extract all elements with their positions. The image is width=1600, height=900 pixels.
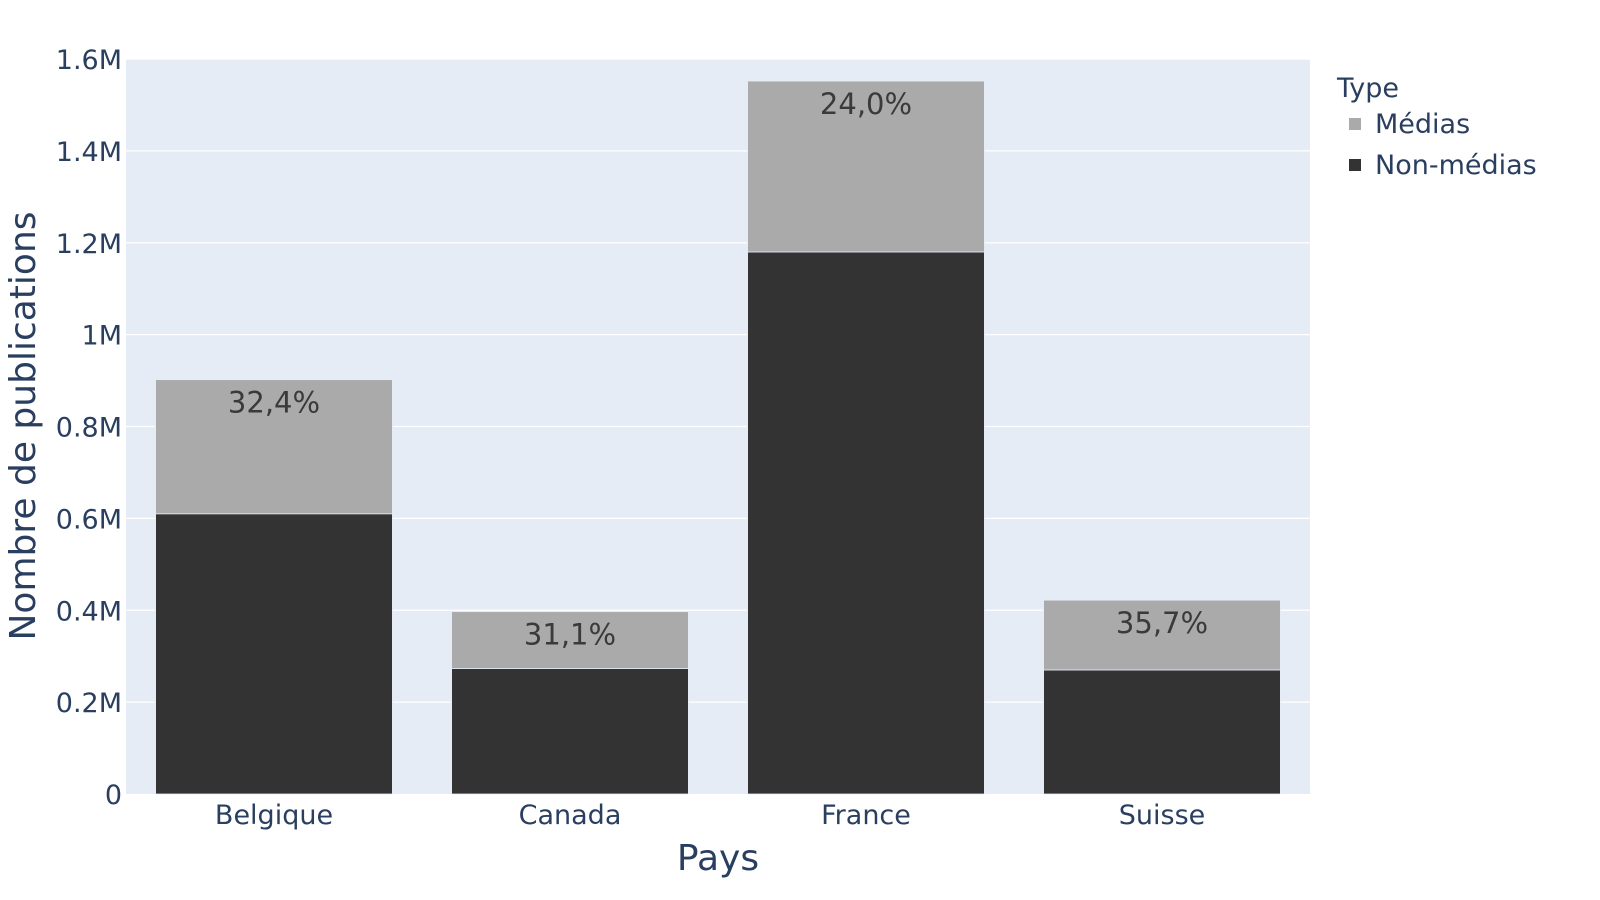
y-axis-title: Nombre de publications (3, 211, 44, 640)
bar-m-dias-belgique (155, 379, 393, 515)
y-tick-label: 0.2M (56, 688, 122, 719)
y-tick-label: 1.2M (56, 229, 122, 260)
bar-non-m-dias-france (747, 251, 985, 795)
bar-m-dias-canada (451, 611, 689, 669)
bar-non-m-dias-canada (451, 668, 689, 795)
x-axis-ticks: Belgique Canada France Suisse (215, 800, 1205, 831)
data-label: 32,4% (228, 386, 320, 420)
x-axis-title: Pays (677, 838, 759, 879)
legend-title: Type (1336, 73, 1399, 104)
y-tick-label: 0.6M (56, 504, 122, 535)
legend-items: Médias Non-médias (1349, 109, 1537, 181)
data-label: 24,0% (820, 87, 912, 121)
y-tick-label: 1.6M (56, 45, 122, 76)
x-tick-label: Canada (519, 800, 622, 831)
y-tick-label: 0 (105, 780, 122, 811)
bar-m-dias-suisse (1043, 599, 1281, 671)
y-tick-label: 1M (82, 321, 122, 352)
bar-non-m-dias-belgique (155, 513, 393, 795)
legend-label: Médias (1375, 109, 1470, 140)
y-tick-label: 0.8M (56, 413, 122, 444)
legend-swatch (1349, 159, 1361, 171)
legend-label: Non-médias (1375, 150, 1537, 181)
legend: Type Médias Non-médias (1336, 73, 1537, 181)
legend-swatch (1349, 118, 1361, 130)
x-tick-label: France (821, 800, 911, 831)
data-label: 35,7% (1116, 606, 1208, 640)
y-axis-ticks: 0 0.2M 0.4M 0.6M 0.8M 1M 1.2M 1.4M 1.6M (56, 45, 122, 811)
x-tick-label: Suisse (1119, 800, 1206, 831)
bar-m-dias-france (747, 80, 985, 253)
data-label: 31,1% (524, 618, 616, 652)
x-tick-label: Belgique (215, 800, 333, 831)
y-tick-label: 1.4M (56, 137, 122, 168)
y-tick-label: 0.4M (56, 596, 122, 627)
data-labels: 32,4% 31,1% 24,0% 35,7% (228, 87, 1208, 652)
bars (155, 80, 1281, 795)
bar-non-m-dias-suisse (1043, 669, 1281, 795)
